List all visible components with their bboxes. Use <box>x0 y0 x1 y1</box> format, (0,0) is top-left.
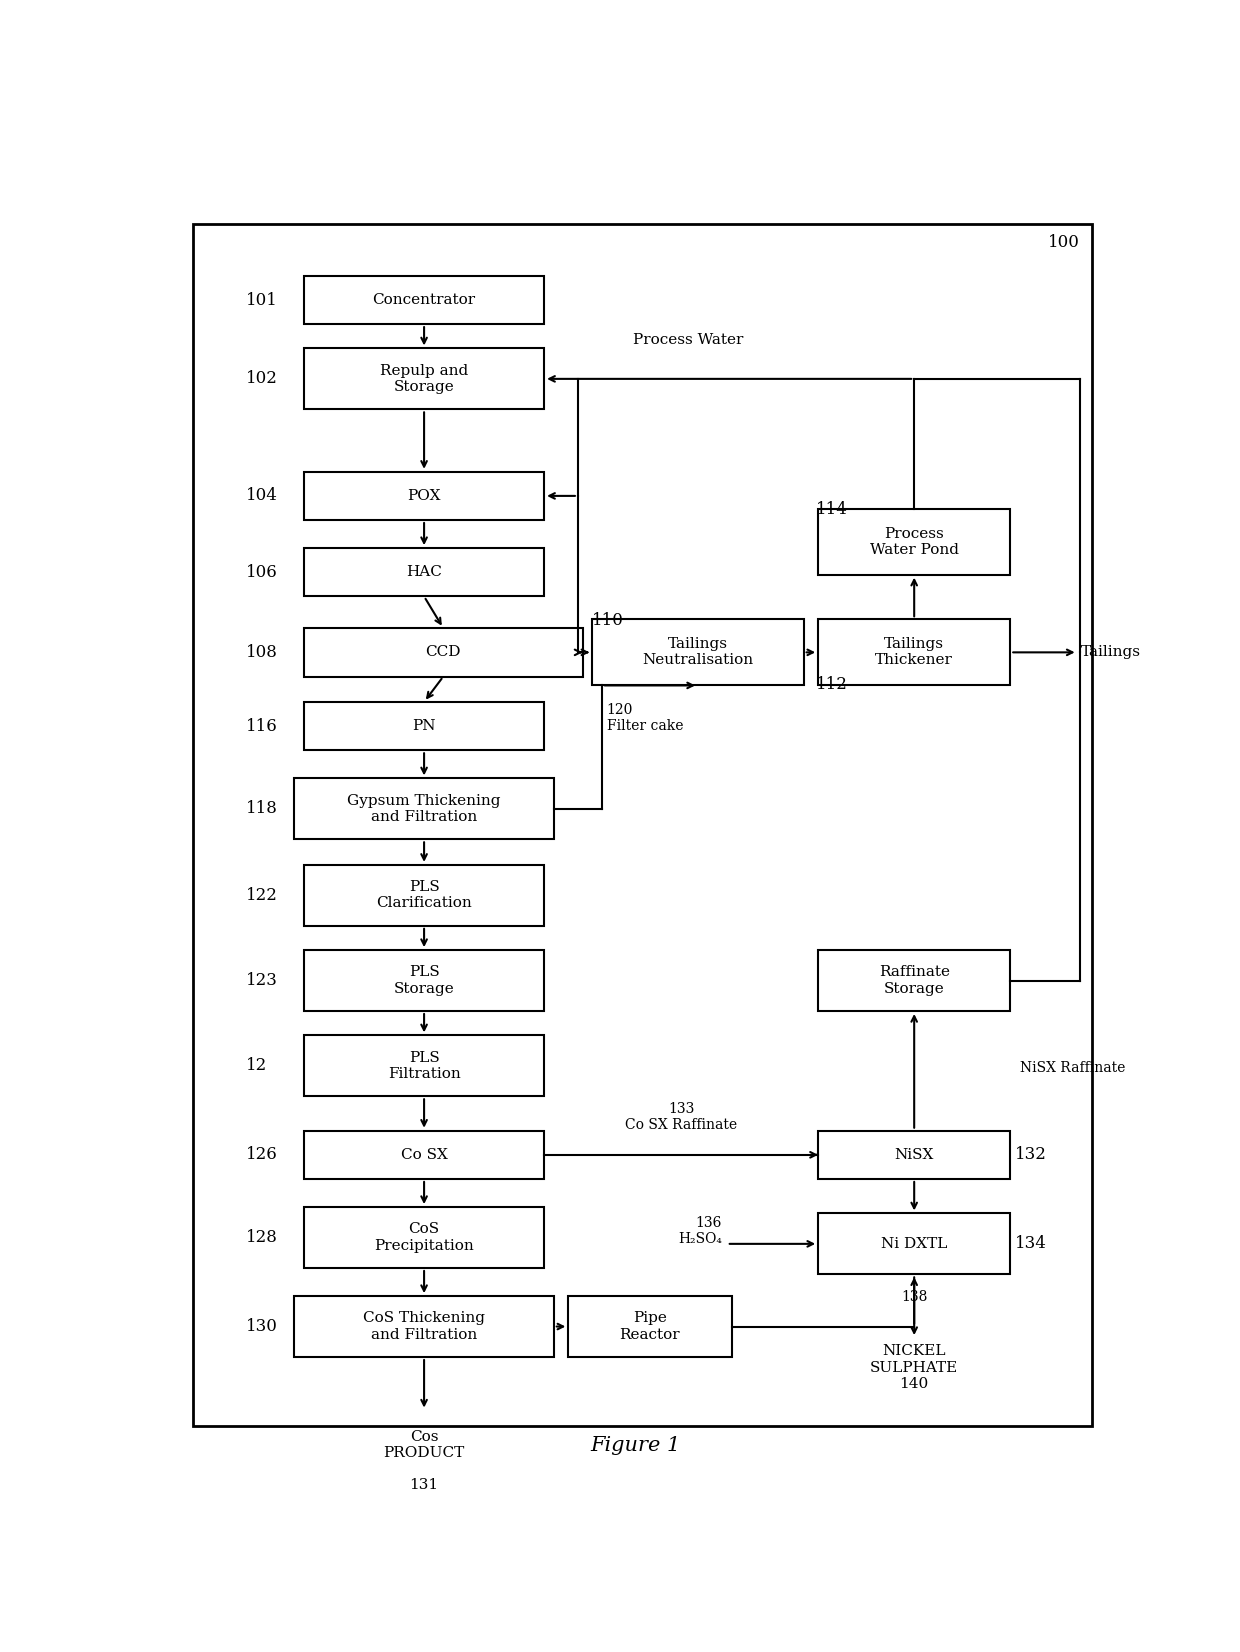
FancyBboxPatch shape <box>304 864 544 925</box>
Text: 134: 134 <box>1016 1236 1047 1252</box>
Text: PLS
Filtration: PLS Filtration <box>388 1051 460 1080</box>
Text: CoS
Precipitation: CoS Precipitation <box>374 1222 474 1252</box>
Text: CCD: CCD <box>425 646 461 659</box>
FancyBboxPatch shape <box>304 472 544 520</box>
FancyBboxPatch shape <box>294 778 554 839</box>
Text: 12: 12 <box>247 1057 268 1074</box>
Text: 136
H₂SO₄: 136 H₂SO₄ <box>678 1216 722 1246</box>
FancyBboxPatch shape <box>568 1297 732 1356</box>
Text: 104: 104 <box>247 487 278 504</box>
FancyBboxPatch shape <box>304 548 544 596</box>
FancyBboxPatch shape <box>294 1297 554 1356</box>
Text: 116: 116 <box>247 717 278 735</box>
FancyBboxPatch shape <box>818 620 1011 686</box>
Text: 133
Co SX Raffinate: 133 Co SX Raffinate <box>625 1102 738 1132</box>
Text: PLS
Clarification: PLS Clarification <box>376 881 472 910</box>
Text: Ni DXTL: Ni DXTL <box>880 1237 947 1251</box>
FancyBboxPatch shape <box>304 950 544 1011</box>
Text: Process
Water Pond: Process Water Pond <box>869 527 959 557</box>
FancyBboxPatch shape <box>304 1036 544 1097</box>
FancyBboxPatch shape <box>304 628 583 677</box>
FancyBboxPatch shape <box>818 1213 1011 1274</box>
Text: 128: 128 <box>247 1229 278 1246</box>
Text: Figure 1: Figure 1 <box>590 1436 681 1455</box>
FancyBboxPatch shape <box>304 1208 544 1269</box>
FancyBboxPatch shape <box>304 349 544 410</box>
FancyBboxPatch shape <box>818 950 1011 1011</box>
FancyBboxPatch shape <box>304 702 544 750</box>
FancyBboxPatch shape <box>304 276 544 324</box>
Text: 101: 101 <box>247 291 278 309</box>
FancyBboxPatch shape <box>193 223 1092 1426</box>
Text: NiSX Raffinate: NiSX Raffinate <box>1019 1061 1125 1075</box>
Text: CoS Thickening
and Filtration: CoS Thickening and Filtration <box>363 1312 485 1341</box>
Text: Cos
PRODUCT: Cos PRODUCT <box>383 1429 465 1460</box>
Text: 114: 114 <box>816 502 848 519</box>
Text: 132: 132 <box>1016 1146 1047 1163</box>
Text: 130: 130 <box>247 1318 278 1335</box>
Text: Concentrator: Concentrator <box>372 292 476 307</box>
Text: Co SX: Co SX <box>401 1148 448 1161</box>
Text: 123: 123 <box>247 971 278 990</box>
Text: 138: 138 <box>901 1290 928 1303</box>
Text: HAC: HAC <box>407 565 441 580</box>
Text: 102: 102 <box>247 370 278 387</box>
FancyBboxPatch shape <box>593 620 804 686</box>
Text: Process Water: Process Water <box>634 334 744 347</box>
FancyBboxPatch shape <box>818 509 1011 575</box>
Text: 126: 126 <box>247 1146 278 1163</box>
Text: 118: 118 <box>247 800 278 818</box>
Text: Tailings
Neutralisation: Tailings Neutralisation <box>642 638 754 667</box>
Text: 106: 106 <box>247 563 278 582</box>
Text: NICKEL
SULPHATE
140: NICKEL SULPHATE 140 <box>870 1345 959 1391</box>
Text: 110: 110 <box>593 611 624 629</box>
Text: Tailings: Tailings <box>1080 646 1141 659</box>
FancyBboxPatch shape <box>304 1130 544 1180</box>
Text: 131: 131 <box>409 1479 439 1492</box>
Text: 120
Filter cake: 120 Filter cake <box>606 702 683 733</box>
Text: 100: 100 <box>1048 235 1080 251</box>
Text: Tailings
Thickener: Tailings Thickener <box>875 638 954 667</box>
Text: 122: 122 <box>247 887 278 904</box>
FancyBboxPatch shape <box>818 1130 1011 1180</box>
Text: 112: 112 <box>816 676 848 692</box>
Text: PN: PN <box>413 719 435 733</box>
Text: NiSX: NiSX <box>894 1148 934 1161</box>
Text: PLS
Storage: PLS Storage <box>394 965 454 996</box>
Text: Repulp and
Storage: Repulp and Storage <box>379 363 469 393</box>
Text: 108: 108 <box>247 644 278 661</box>
Text: Pipe
Reactor: Pipe Reactor <box>620 1312 681 1341</box>
Text: Raffinate
Storage: Raffinate Storage <box>879 965 950 996</box>
Text: Gypsum Thickening
and Filtration: Gypsum Thickening and Filtration <box>347 793 501 824</box>
Text: POX: POX <box>407 489 441 502</box>
